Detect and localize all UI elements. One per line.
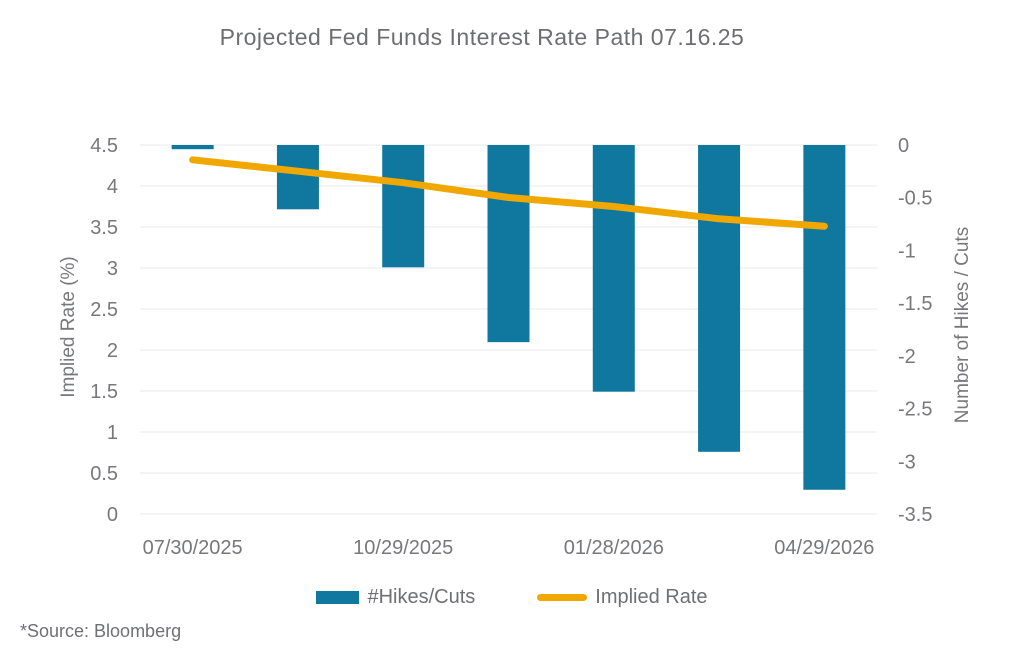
chart-title: Projected Fed Funds Interest Rate Path 0… [219,24,745,50]
right-axis-tick: 0 [898,135,909,157]
hikes-cuts-bar [698,145,741,452]
hikes-cuts-bar [382,145,425,268]
left-axis-tick: 0.5 [90,463,118,485]
bar-swatch-icon [316,591,360,604]
left-axis-tick: 1.5 [90,381,118,403]
hikes-cuts-bar [592,145,635,392]
right-axis-tick: -1 [898,240,916,262]
left-axis-title: Implied Rate (%) [58,256,79,398]
right-axis-tick: -3 [898,451,916,473]
left-axis-tick: 2.5 [90,299,118,321]
x-axis-tick: 01/28/2026 [564,537,664,559]
x-axis-tick: 04/29/2026 [774,537,874,559]
legend-item-implied-rate: Implied Rate [537,586,708,609]
chart-legend: #Hikes/Cuts Implied Rate [0,586,1024,609]
source-note: *Source: Bloomberg [20,621,182,641]
right-axis-tick: -0.5 [898,188,932,210]
right-axis-title: Number of Hikes / Cuts [952,226,973,424]
legend-label-hikes-cuts: #Hikes/Cuts [367,586,476,608]
left-axis-tick: 1 [107,422,118,444]
hikes-cuts-bar [803,145,846,490]
right-axis-tick: -1.5 [898,293,932,315]
left-axis-tick: 3.5 [90,217,118,239]
right-axis-tick: -3.5 [898,504,932,526]
hikes-cuts-bar [487,145,530,343]
right-axis-tick: -2 [898,346,916,368]
x-axis-tick: 07/30/2025 [143,537,243,559]
legend-item-hikes-cuts: #Hikes/Cuts [316,586,475,609]
left-axis-tick: 4 [107,176,118,198]
legend-label-implied-rate: Implied Rate [595,586,708,608]
line-swatch-icon [537,594,588,601]
hikes-cuts-bar [276,145,319,210]
hikes-cuts-bar [171,145,214,150]
implied-rate-line [189,156,828,230]
x-axis-tick: 10/29/2025 [353,537,453,559]
left-axis-tick: 2 [107,340,118,362]
right-axis-tick: -2.5 [898,399,932,421]
left-axis-tick: 4.5 [90,135,118,157]
left-axis-tick: 3 [107,258,118,280]
left-axis-tick: 0 [107,504,118,526]
